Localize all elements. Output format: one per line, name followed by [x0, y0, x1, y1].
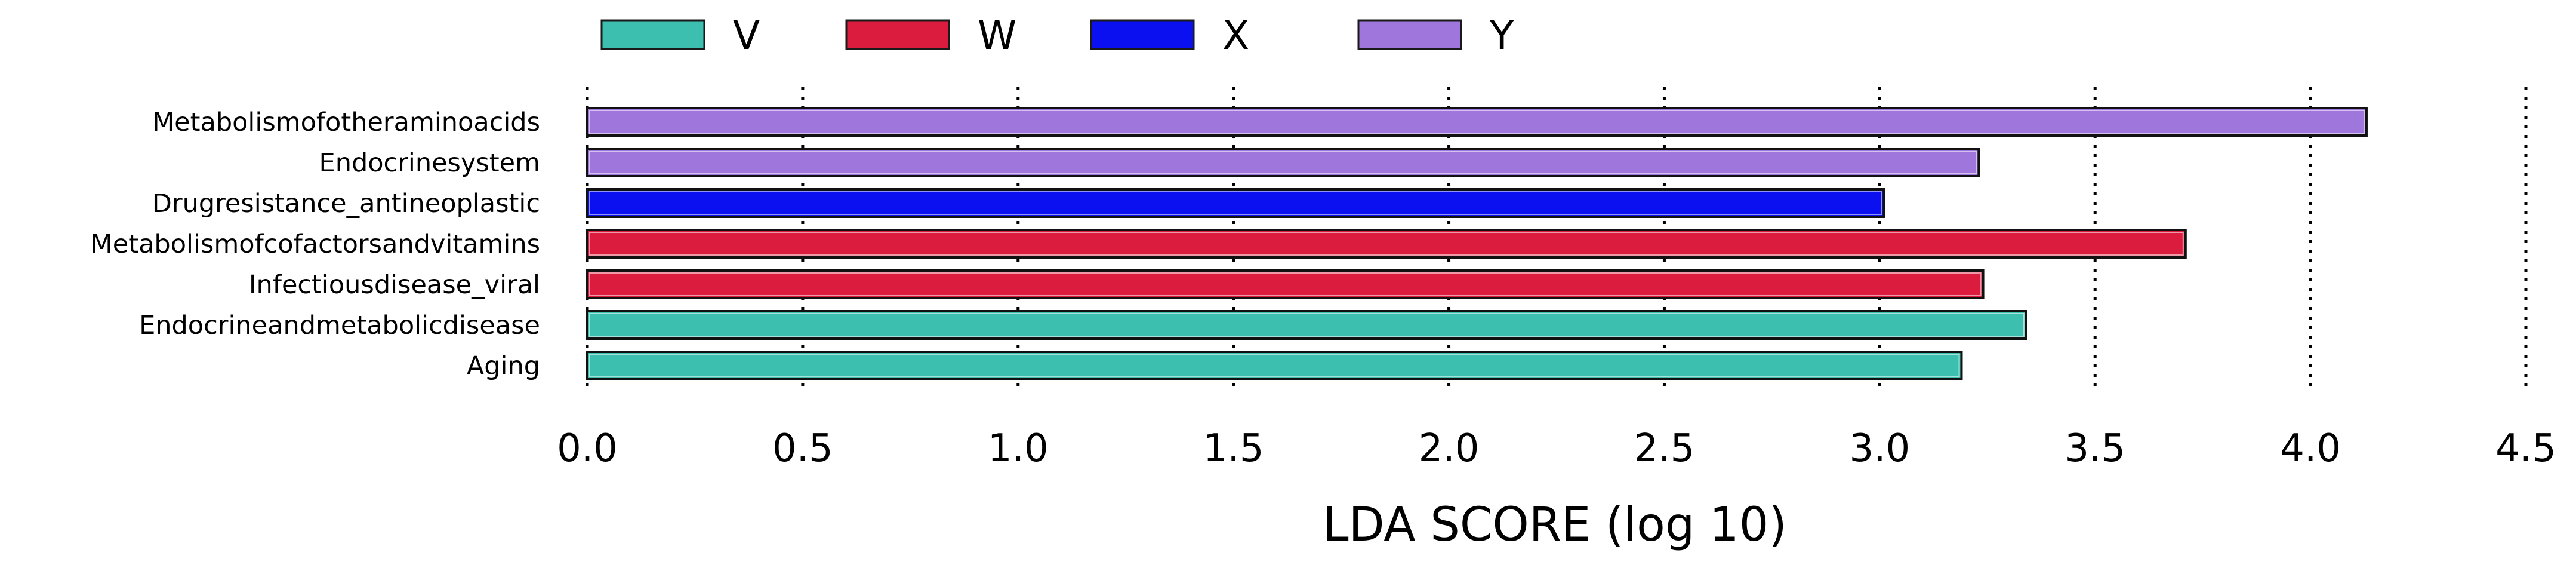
legend-label: V — [733, 13, 760, 59]
bar-inner-border — [589, 110, 2365, 134]
legend-label: W — [978, 13, 1016, 59]
grid-lines — [586, 87, 2528, 389]
x-tick-label: 3.0 — [1849, 426, 1910, 471]
x-tick-label: 3.5 — [2065, 426, 2125, 471]
x-tick-label: 0.0 — [557, 426, 618, 471]
category-label: Metabolismofotheraminoacids — [152, 108, 540, 137]
legend-item-y: Y — [1357, 13, 1514, 59]
x-axis-ticks: 0.0 0.5 1.0 1.5 2.0 2.5 3.0 3.5 4.0 4.5 — [557, 426, 2556, 471]
legend-item-v: V — [600, 13, 760, 59]
bar-inner-border — [589, 354, 1960, 377]
bar-inner-border — [589, 232, 2184, 256]
category-label: Infectiousdisease_viral — [249, 270, 540, 300]
bar-inner-border — [589, 272, 1982, 296]
legend-swatch — [1357, 19, 1462, 50]
bar-inner-border — [589, 151, 1977, 174]
legend-swatch — [1090, 19, 1195, 50]
bar — [586, 188, 1885, 218]
bar — [586, 148, 1980, 177]
x-tick-label: 1.5 — [1203, 426, 1264, 471]
category-label: Metabolismofcofactorsandvitamins — [91, 229, 540, 259]
category-label: Endocrinesystem — [319, 148, 540, 178]
bar — [586, 269, 1985, 299]
x-tick-label: 4.0 — [2280, 426, 2341, 471]
legend-swatch — [845, 19, 950, 50]
legend-swatch — [600, 19, 705, 50]
bar — [586, 107, 2368, 137]
x-tick-label: 2.5 — [1634, 426, 1695, 471]
legend-item-w: W — [845, 13, 1016, 59]
x-tick-label: 1.0 — [988, 426, 1049, 471]
category-label: Endocrineandmetabolicdisease — [139, 311, 540, 340]
x-tick-label: 4.5 — [2495, 426, 2556, 471]
bar-inner-border — [589, 191, 1882, 215]
bar — [586, 229, 2187, 259]
bar — [586, 351, 1963, 380]
legend: V W X Y — [600, 13, 1514, 59]
legend-item-x: X — [1090, 13, 1249, 59]
bar-inner-border — [589, 313, 2025, 337]
x-axis-title: LDA SCORE (log 10) — [1323, 498, 1787, 552]
category-label: Drugresistance_antineoplastic — [152, 189, 540, 219]
category-labels: Metabolismofotheraminoacids Endocrinesyst… — [91, 108, 540, 381]
x-tick-label: 0.5 — [772, 426, 833, 471]
legend-label: X — [1222, 13, 1249, 59]
category-label: Aging — [467, 351, 540, 381]
x-tick-label: 2.0 — [1419, 426, 1480, 471]
bars — [586, 107, 2368, 380]
legend-label: Y — [1489, 13, 1514, 59]
bar — [586, 310, 2027, 340]
